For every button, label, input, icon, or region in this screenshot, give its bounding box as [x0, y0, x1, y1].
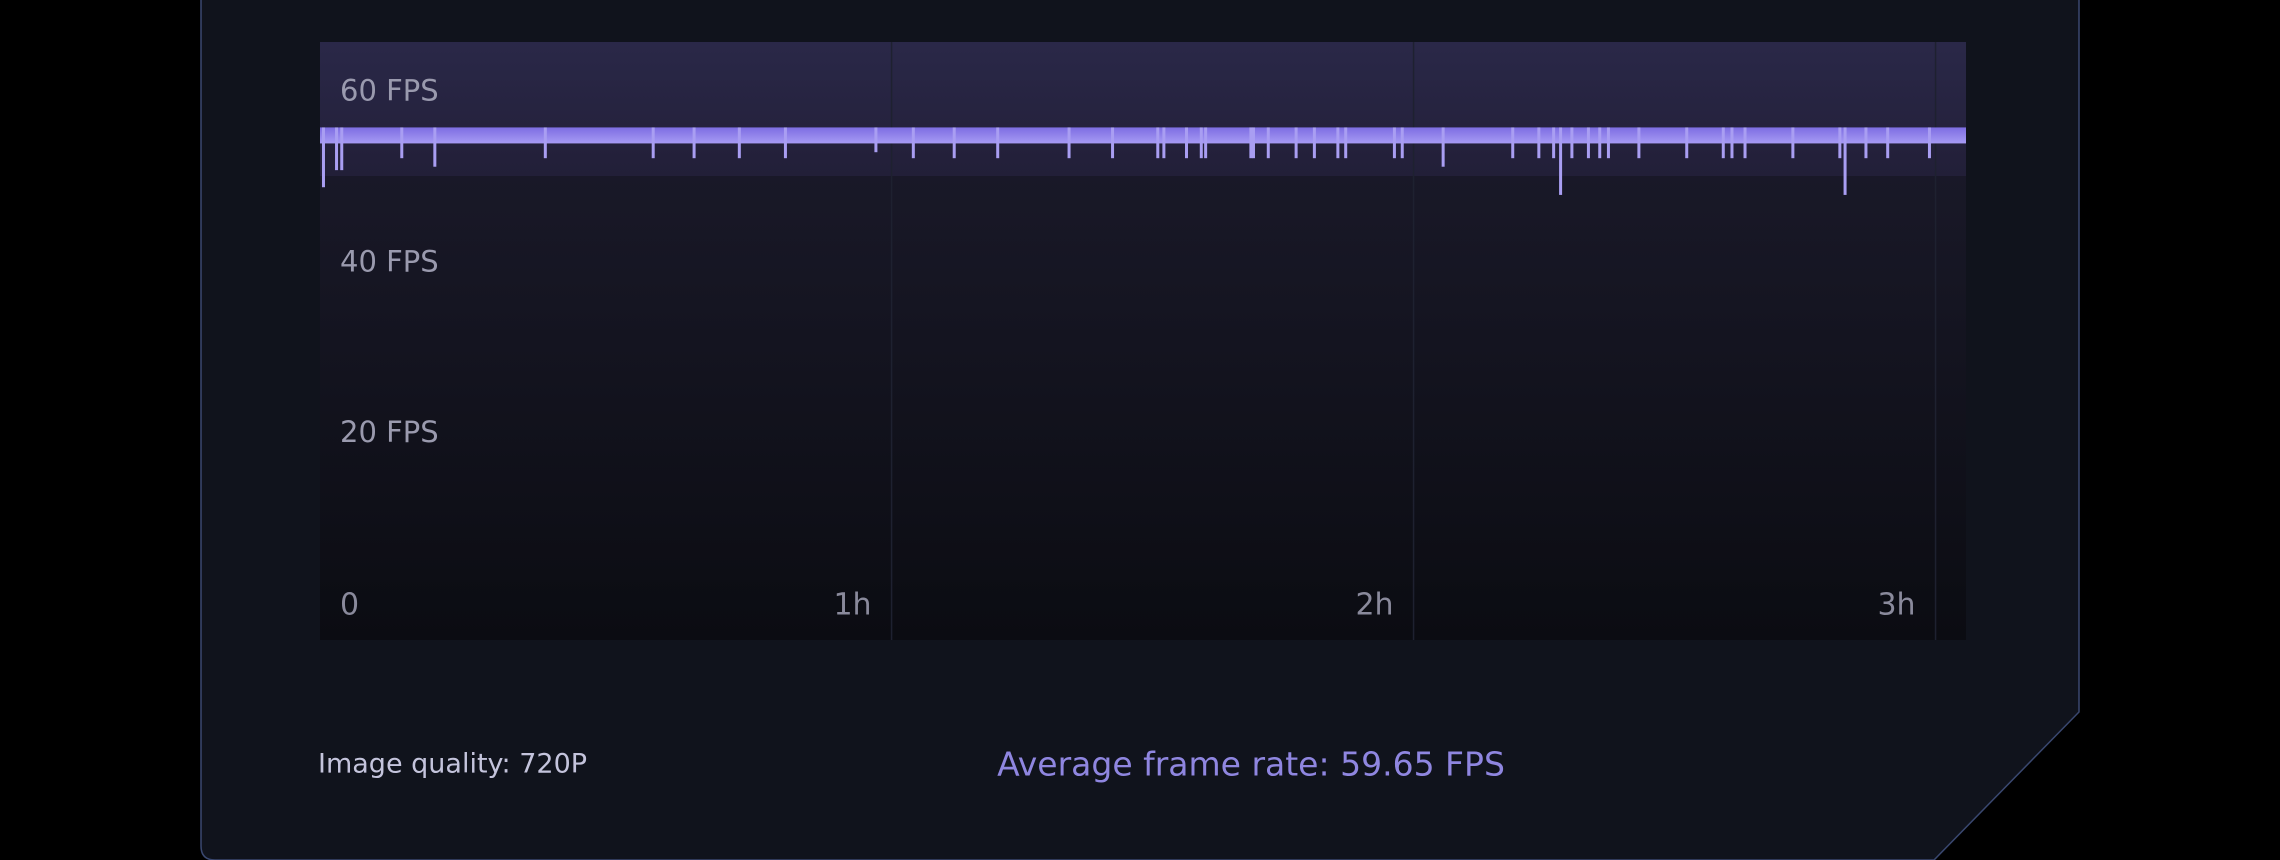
fps-dip [400, 127, 404, 159]
fps-dip [1927, 127, 1931, 159]
fps-dip [1606, 127, 1610, 159]
fps-dip [1559, 127, 1563, 195]
fps-dip [1838, 127, 1842, 159]
y-tick-label: 60 FPS [340, 73, 439, 107]
fps-dip [1570, 127, 1574, 159]
fps-dip [1199, 127, 1203, 159]
fps-dip [1312, 127, 1316, 159]
fps-dip [1743, 127, 1747, 159]
fps-dip [1685, 127, 1689, 159]
fps-dip [1791, 127, 1795, 159]
fps-dip [1344, 127, 1348, 159]
fps-dip [1111, 127, 1115, 159]
fps-dip [340, 127, 344, 171]
fps-dip [1586, 127, 1590, 159]
fps-dip [1162, 127, 1166, 159]
fps-dip [1721, 127, 1725, 159]
average-frame-rate: Average frame rate: 59.65 FPS [997, 745, 1505, 784]
fps-dip [543, 127, 547, 159]
fps-dip [1441, 127, 1445, 167]
fps-dip [1336, 127, 1340, 159]
fps-dip [1511, 127, 1515, 159]
reference-band [320, 127, 1966, 144]
fps-dip [1392, 127, 1396, 159]
fps-dip [1156, 127, 1160, 159]
y-tick-label: 20 FPS [340, 415, 439, 449]
x-tick-label: 3h [1877, 588, 1915, 623]
fps-dip [1637, 127, 1641, 159]
fps-dip [874, 127, 878, 153]
y-tick-label: 40 FPS [340, 244, 439, 278]
fps-dip [1552, 127, 1556, 159]
fps-dip [1067, 127, 1071, 159]
fps-dip [335, 127, 339, 171]
fps-dip [651, 127, 655, 159]
fps-dip [1400, 127, 1404, 159]
fps-dip [996, 127, 1000, 159]
fps-dip [783, 127, 787, 159]
fps-dip [321, 127, 325, 188]
fps-dip [737, 127, 741, 159]
fps-dip [692, 127, 696, 159]
fps-dip [1204, 127, 1208, 159]
fps-dip [1184, 127, 1188, 159]
x-tick-label: 1h [833, 588, 871, 623]
fps-dip [433, 127, 437, 167]
fps-dip [1598, 127, 1602, 159]
fps-dip [1843, 127, 1847, 195]
fps-dip [1294, 127, 1298, 159]
fps-dip [1249, 127, 1253, 159]
fps-dip [1266, 127, 1270, 159]
x-tick-label: 0 [340, 588, 359, 623]
plot-top-band [320, 42, 1966, 176]
fps-dip [911, 127, 915, 159]
fps-dip [1537, 127, 1541, 159]
x-tick-label: 2h [1355, 588, 1393, 623]
image-quality: Image quality: 720P [318, 749, 587, 780]
fps-dip [1251, 127, 1255, 159]
fps-dip [1730, 127, 1734, 159]
fps-dip [952, 127, 956, 159]
fps-dip [1886, 127, 1890, 159]
fps-dip [1864, 127, 1868, 159]
